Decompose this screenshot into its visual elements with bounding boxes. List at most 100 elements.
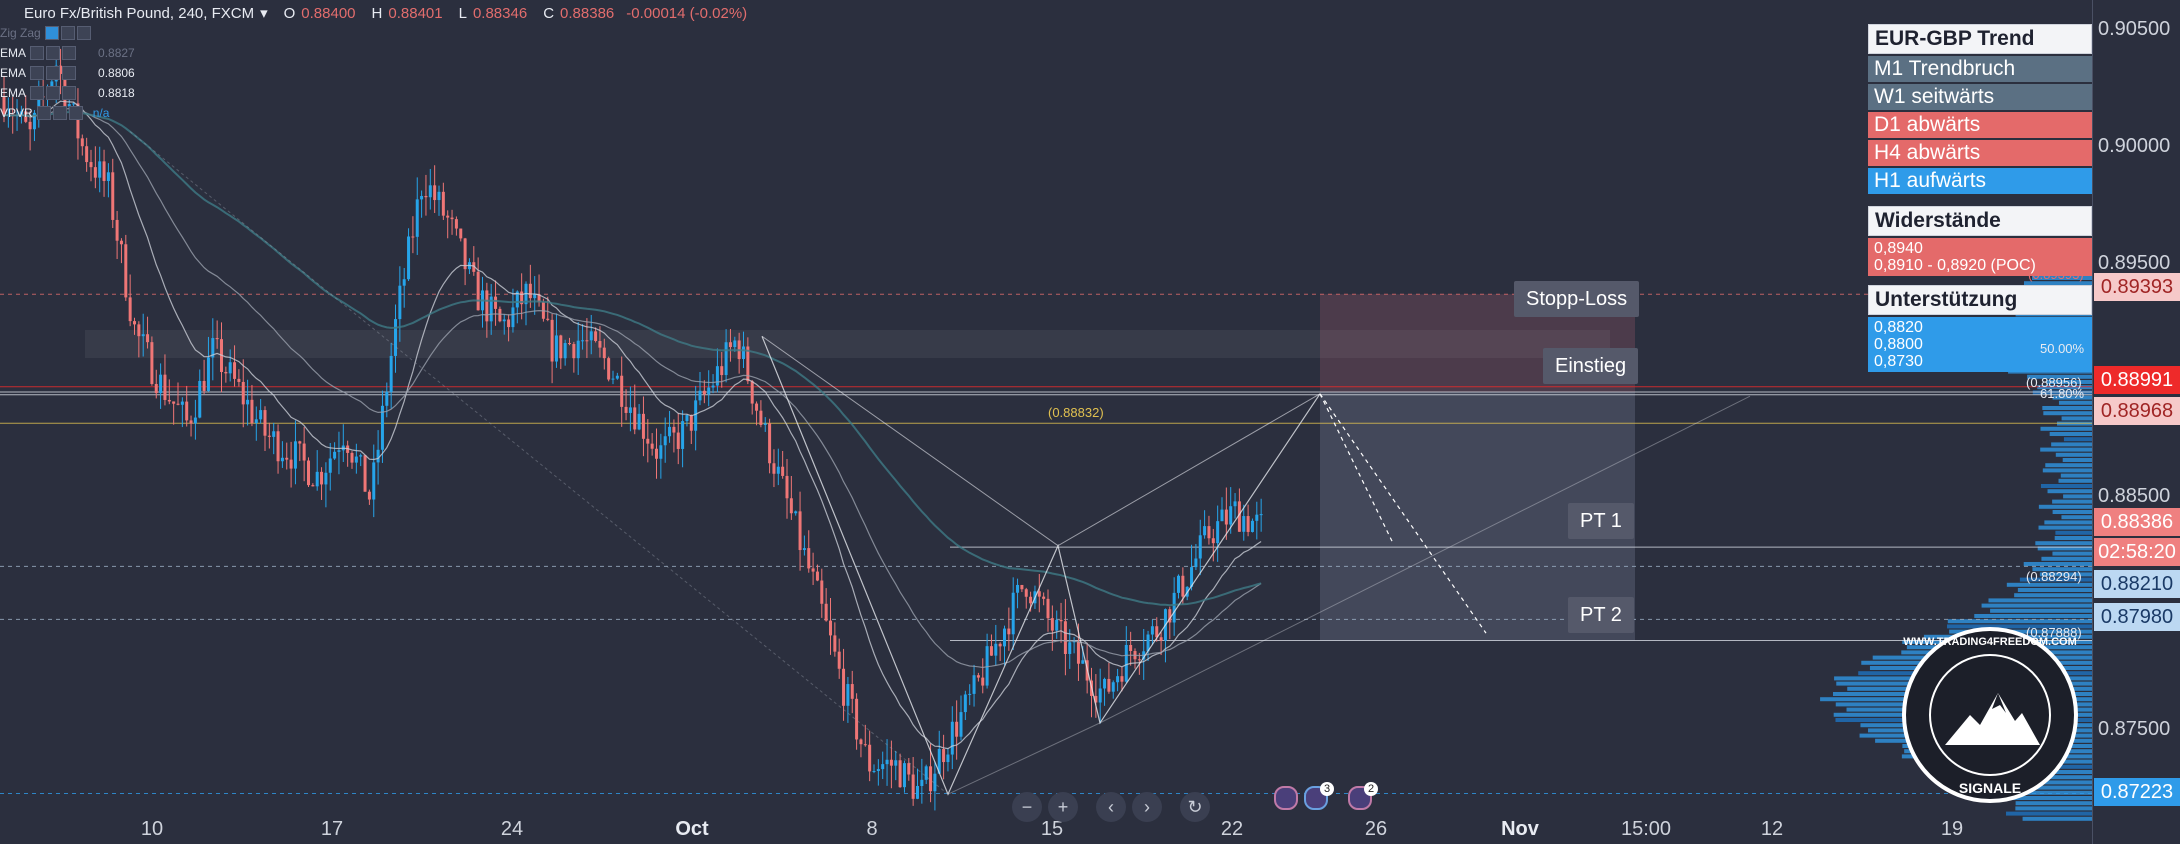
- event-icon[interactable]: 3: [1304, 782, 1334, 810]
- entry-label[interactable]: Einstieg: [1543, 348, 1639, 384]
- settings-icon[interactable]: [46, 86, 61, 100]
- candle-body: [750, 381, 754, 404]
- candle-body: [863, 744, 867, 746]
- vpvr-bar: [2040, 447, 2092, 452]
- symbol-title[interactable]: Euro Fx/British Pound, 240, FXCM: [24, 4, 255, 22]
- close-icon[interactable]: [62, 86, 77, 100]
- candle-body: [507, 319, 511, 328]
- time-tick: 12: [1760, 818, 1784, 840]
- close-icon[interactable]: [62, 46, 77, 60]
- candle-body: [829, 620, 832, 636]
- candle-body: [968, 693, 972, 695]
- settings-icon[interactable]: [52, 106, 67, 120]
- event-icon[interactable]: [1274, 786, 1298, 810]
- indicator-buttons[interactable]: [30, 46, 77, 60]
- close-icon[interactable]: [62, 66, 77, 80]
- candle-body: [929, 766, 933, 792]
- candle-body: [354, 456, 358, 463]
- candle-body: [185, 401, 189, 421]
- eye-icon[interactable]: [44, 26, 59, 40]
- fib-87888-label: (0.87888): [2026, 625, 2082, 640]
- candle-body: [24, 111, 28, 122]
- pt2-label[interactable]: PT 2: [1568, 597, 1634, 633]
- candle-body: [133, 321, 136, 325]
- close-icon[interactable]: [68, 106, 83, 120]
- candle-body: [794, 511, 798, 514]
- candle-body: [198, 380, 202, 418]
- symbol-dropdown-icon[interactable]: ▾: [260, 5, 268, 22]
- indicator-buttons[interactable]: [36, 106, 83, 120]
- resistance-panel: Widerstände 0,8940 0,8910 - 0,8920 (POC): [1868, 206, 2092, 276]
- scroll-right-button[interactable]: ›: [1132, 792, 1162, 822]
- candle-body: [850, 684, 854, 699]
- candle-body: [380, 405, 384, 450]
- reset-chart-button[interactable]: ↻: [1180, 792, 1210, 822]
- eye-icon[interactable]: [30, 46, 45, 60]
- price-tick: 0.90500: [2098, 18, 2171, 40]
- candle-body: [1255, 514, 1259, 521]
- candle-body: [163, 374, 167, 400]
- candle-body: [333, 451, 337, 459]
- candle-body: [80, 138, 84, 147]
- close-icon[interactable]: [76, 26, 91, 40]
- candle-body: [581, 340, 585, 342]
- stop-loss-label[interactable]: Stopp-Loss: [1514, 281, 1640, 317]
- time-tick: Nov: [1501, 818, 1539, 840]
- zoom-out-button[interactable]: −: [1012, 792, 1042, 822]
- candle-body: [363, 455, 367, 492]
- candle-body: [328, 458, 332, 473]
- vpvr-bar: [2024, 281, 2092, 286]
- candle-body: [676, 432, 680, 449]
- vpvr-bar: [2049, 432, 2092, 436]
- candle-body: [976, 675, 980, 678]
- time-tick: 22: [1220, 818, 1244, 840]
- candle-body: [433, 185, 437, 201]
- eye-icon[interactable]: [30, 86, 45, 100]
- candle-body: [1068, 642, 1072, 654]
- candle-body: [267, 435, 271, 437]
- vpvr-bar: [2052, 551, 2092, 556]
- candle-body: [1220, 509, 1224, 522]
- trend-row-d1: D1 abwärts: [1868, 112, 2092, 138]
- scroll-left-button[interactable]: ‹: [1096, 792, 1126, 822]
- settings-icon[interactable]: [46, 66, 61, 80]
- candle-body: [633, 407, 637, 430]
- pt1-label[interactable]: PT 1: [1568, 503, 1634, 539]
- candle-body: [485, 290, 489, 322]
- time-tick: 19: [1940, 818, 1964, 840]
- vpvr-bar: [1979, 790, 2092, 795]
- candle-body: [263, 410, 267, 436]
- symbol-row[interactable]: Euro Fx/British Pound, 240, FXCM ▾ O 0.88…: [24, 4, 748, 23]
- vpvr-bar: [2023, 562, 2092, 566]
- candle-body: [1168, 609, 1172, 623]
- eye-icon[interactable]: [36, 106, 51, 120]
- resistance-zone: [85, 330, 1610, 358]
- candle-body: [302, 443, 306, 461]
- candle-body: [224, 372, 228, 374]
- support-panel: Unterstützung 0,8820 0,8800 0,8730: [1868, 285, 2092, 372]
- eye-icon[interactable]: [30, 66, 45, 80]
- candle-body: [1172, 592, 1176, 623]
- settings-icon[interactable]: [46, 46, 61, 60]
- candle-body: [1094, 695, 1098, 703]
- indicator-buttons[interactable]: [30, 66, 77, 80]
- candle-body: [389, 355, 393, 392]
- indicator-vpvr[interactable]: VPVR n/a: [0, 106, 110, 120]
- indicator-ema-2[interactable]: EMA 0.8806: [0, 66, 135, 80]
- settings-icon[interactable]: [60, 26, 75, 40]
- candle-body: [911, 774, 915, 799]
- indicator-buttons[interactable]: [44, 26, 91, 40]
- indicator-buttons[interactable]: [30, 86, 77, 100]
- candle-body: [85, 146, 89, 163]
- candle-body: [1250, 520, 1254, 532]
- indicator-ema-3[interactable]: EMA 0.8818: [0, 86, 135, 100]
- indicator-ema-1[interactable]: EMA 0.8827: [0, 46, 135, 60]
- indicator-zigzag[interactable]: Zig Zag: [0, 26, 91, 40]
- candle-body: [241, 381, 245, 405]
- candle-body: [724, 342, 728, 376]
- zoom-in-button[interactable]: +: [1048, 792, 1078, 822]
- fib-50-label: 50.00%: [2040, 341, 2085, 356]
- event-icon[interactable]: 2: [1348, 782, 1378, 810]
